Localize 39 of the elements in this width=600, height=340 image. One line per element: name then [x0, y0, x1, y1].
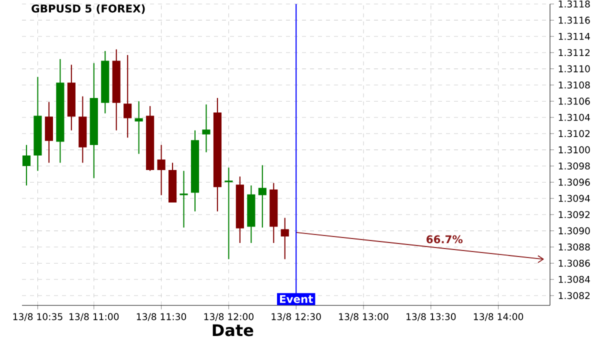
annotation: 66.7% — [426, 235, 463, 244]
candlestick — [280, 217, 289, 260]
y-tick-label: 1.3082 — [558, 292, 590, 300]
y-tick-label: 1.3114 — [558, 32, 590, 40]
x-tick-label: 13/8 10:35 — [13, 313, 62, 321]
y-tick-label: 1.3096 — [558, 178, 590, 186]
chart-title: GBPUSD 5 (FOREX) — [32, 4, 145, 14]
y-tick-label: 1.3110 — [558, 65, 590, 72]
candlestick — [180, 170, 188, 228]
y-tick-label: 1.3084 — [558, 276, 590, 283]
y-tick-label: 1.3094 — [558, 194, 590, 202]
x-axis-title: Date — [212, 324, 254, 336]
y-tick-label: 1.3104 — [558, 114, 590, 121]
candlestick — [134, 100, 143, 154]
x-tick-label: 13/8 11:30 — [136, 313, 186, 321]
y-tick-label: 1.3088 — [558, 243, 590, 251]
ref-line-label: Event — [280, 295, 313, 304]
candlestick — [258, 164, 266, 228]
y-tick-label: 1.3106 — [558, 98, 590, 105]
x-tick-label: 13/8 14:00 — [474, 313, 524, 321]
y-tick-label: 1.3092 — [558, 211, 590, 218]
x-tick-label: 13/8 13:00 — [339, 313, 388, 321]
candlestick — [157, 144, 166, 196]
candlestick — [124, 54, 132, 138]
candlestick — [202, 104, 210, 153]
y-tick-label: 1.3098 — [558, 162, 590, 170]
x-tick-label: 13/8 12:00 — [204, 313, 254, 321]
x-tick-label: 13/8 13:30 — [406, 313, 456, 321]
y-tick-label: 1.3086 — [558, 260, 590, 267]
y-tick-label: 1.3116 — [558, 16, 590, 24]
y-tick-label: 1.3108 — [558, 81, 590, 89]
candlestick — [22, 144, 31, 186]
y-tick-label: 1.3112 — [558, 49, 590, 56]
y-tick-label: 1.3118 — [558, 0, 590, 8]
y-tick-label: 1.3090 — [558, 227, 590, 234]
y-tick-label: 1.3100 — [558, 146, 590, 154]
y-tick-label: 1.3102 — [558, 130, 590, 138]
x-tick-label: 13/8 11:00 — [70, 313, 119, 321]
x-tick-label: 13/8 12:30 — [272, 313, 321, 321]
